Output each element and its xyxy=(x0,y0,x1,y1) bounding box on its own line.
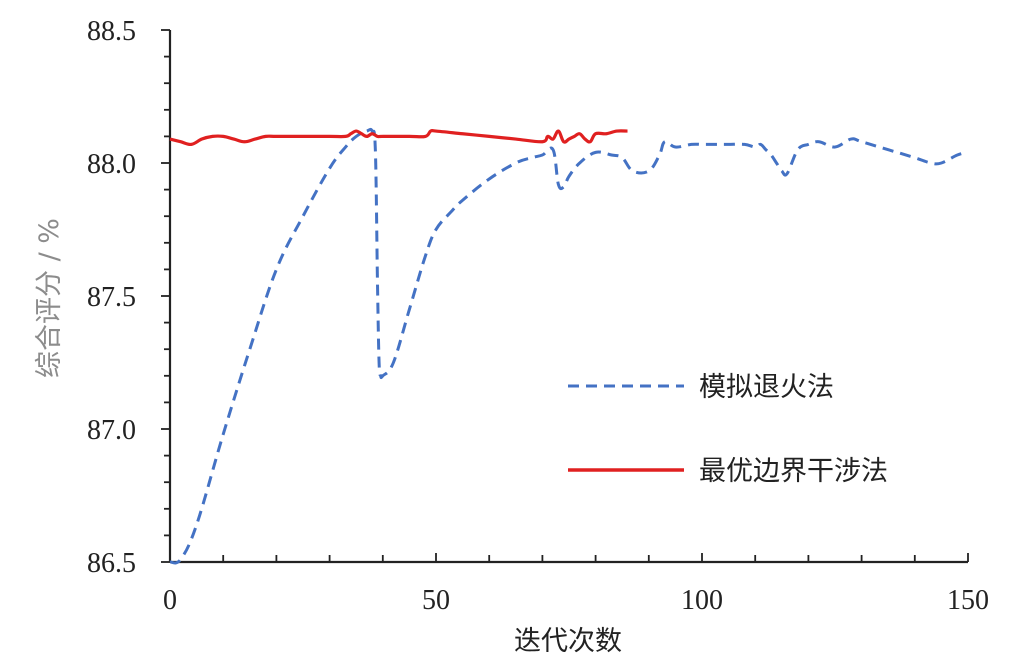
y-tick-label: 87.5 xyxy=(87,282,136,313)
x-tick-label: 100 xyxy=(681,585,723,616)
tick-labels: 86.5 87.0 87.5 88.0 88.5 0 50 100 150 xyxy=(87,16,989,616)
x-tick-label: 50 xyxy=(422,585,450,616)
axes xyxy=(161,29,969,564)
y-axis-title: 综合评分 / % xyxy=(34,218,65,378)
legend-label: 模拟退火法 xyxy=(699,372,834,403)
y-tick-label: 86.5 xyxy=(87,548,136,579)
series-lines xyxy=(169,127,969,565)
x-axis-title: 迭代次数 xyxy=(514,626,622,657)
x-tick-label: 150 xyxy=(947,585,989,616)
y-tick-label: 88.5 xyxy=(87,16,136,47)
legend-label: 最优边界干涉法 xyxy=(699,456,888,487)
series-line-optimal-boundary xyxy=(169,128,628,147)
y-tick-label: 87.0 xyxy=(87,415,136,446)
y-tick-label: 88.0 xyxy=(87,149,136,180)
x-tick-label: 0 xyxy=(163,585,177,616)
series-line-simulated-annealing xyxy=(169,127,969,565)
